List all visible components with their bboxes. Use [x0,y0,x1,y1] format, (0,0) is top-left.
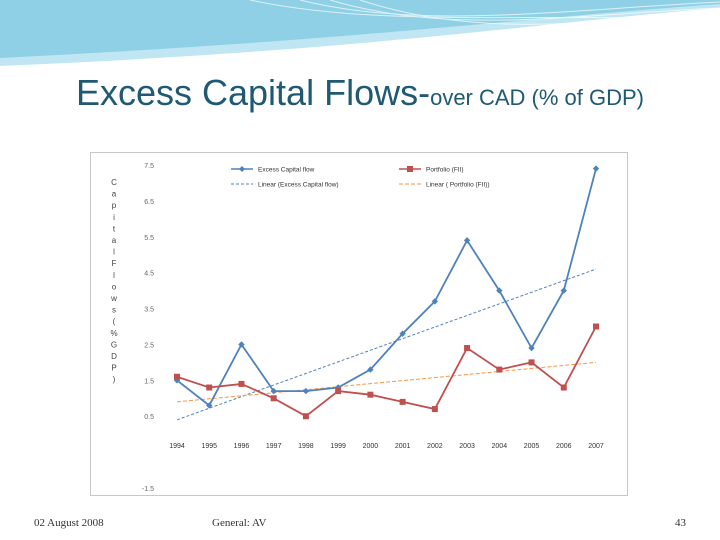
y-tick-label: 3.5 [144,307,154,314]
footer-center: General: AV [212,517,267,529]
x-tick-label: 2003 [459,443,475,450]
y-tick-label: 6.5 [144,199,154,206]
data-point [592,165,600,172]
y-axis-title-char: s [112,306,116,315]
x-tick-label: 1995 [201,443,217,450]
y-axis-title-char: o [112,282,117,291]
data-point [528,359,535,366]
y-axis-title-char: C [111,178,117,187]
x-tick-label: 1998 [298,443,314,450]
data-point [399,330,406,337]
data-point [399,398,406,405]
page-number: 43 [675,517,686,529]
trendline [176,268,597,421]
x-tick-label: 2000 [363,443,379,450]
y-axis-title-char: a [112,190,117,199]
title-sub: over CAD (% of GDP) [430,85,645,110]
y-axis-title-char: ) [113,375,116,384]
decorative-banner [0,0,720,66]
trendline [176,361,597,403]
data-point [206,402,213,409]
y-axis-title-char: i [113,213,115,222]
y-tick-label: 4.5 [144,271,154,278]
y-tick-label: 0.5 [144,414,154,421]
y-tick-label: 1.5 [144,378,154,385]
x-tick-label: 2006 [556,443,572,450]
x-tick-label: 2004 [492,443,508,450]
data-point [302,413,309,420]
y-axis-title-char: l [113,248,115,257]
line-chart: -1.50.51.52.53.54.55.56.57.5CapitalFlows… [110,163,604,493]
x-tick-label: 2001 [395,443,411,450]
data-point [367,366,374,373]
data-point [528,344,535,352]
data-point [431,406,438,413]
y-axis-title-char: ( [113,317,116,326]
y-axis-title-char: F [112,259,117,268]
y-axis-title-char: % [110,329,117,338]
data-point [238,341,245,348]
data-point [560,384,567,391]
x-tick-label: 2007 [588,443,604,450]
y-axis-title-char: l [113,271,115,280]
x-tick-label: 1997 [266,443,282,450]
slide-title: Excess Capital Flows-over CAD (% of GDP) [0,72,720,114]
y-tick-label: -1.5 [142,486,154,493]
y-axis-title-char: t [113,224,116,233]
legend-marker [407,166,413,172]
y-axis-title-char: w [110,294,117,303]
data-point [335,388,342,395]
data-point [463,237,471,244]
footer-date: 02 August 2008 [34,517,104,529]
legend-label: Linear (Excess Capital flow) [258,182,339,189]
y-axis-title-char: G [111,340,117,349]
x-tick-label: 1996 [234,443,250,450]
x-tick-label: 1994 [169,443,185,450]
y-axis-title-char: a [112,236,117,245]
y-axis-title-char: D [111,352,117,361]
series-line [176,168,597,407]
y-axis-title-char: P [111,364,116,373]
data-point [302,387,310,395]
y-tick-label: 2.5 [144,342,154,349]
x-tick-label: 2005 [524,443,540,450]
data-point [593,323,599,330]
data-point [206,384,213,391]
legend-label: Portfolio (FII) [426,167,464,174]
data-point [270,395,277,402]
data-point [270,387,277,395]
data-point [496,366,503,373]
data-point [464,345,471,352]
y-tick-label: 5.5 [144,235,154,242]
data-point [367,391,374,398]
x-tick-label: 1999 [330,443,346,450]
title-main: Excess Capital Flows- [75,72,431,113]
x-tick-label: 2002 [427,443,443,450]
data-point [238,380,245,387]
y-axis-title-char: p [112,201,117,210]
legend-label: Linear ( Portfolio (FII)) [426,182,490,189]
data-point [174,373,180,380]
y-tick-label: 7.5 [144,163,154,170]
series-line [176,326,597,418]
legend-label: Excess Capital flow [258,167,315,174]
legend-marker [239,166,245,172]
